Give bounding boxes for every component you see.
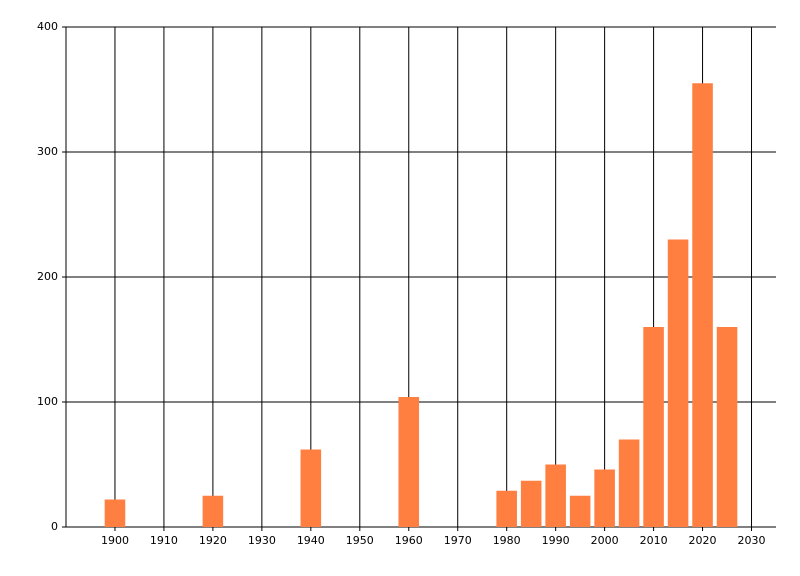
bar [594, 469, 615, 527]
x-tick-label: 1930 [248, 534, 276, 547]
bar [398, 397, 420, 527]
bar [692, 83, 713, 527]
x-tick-label: 1940 [297, 534, 325, 547]
x-tick-label: 1950 [346, 534, 374, 547]
y-tick-label: 100 [37, 395, 58, 408]
bar [667, 239, 689, 527]
x-tick-label: 2020 [689, 534, 717, 547]
bar [496, 490, 517, 527]
x-tick-label: 2000 [591, 534, 619, 547]
bar [643, 327, 664, 527]
bar [569, 495, 591, 527]
bar [104, 499, 126, 527]
bar [716, 327, 738, 527]
x-tick-label: 1980 [493, 534, 521, 547]
y-tick-label: 300 [37, 145, 58, 158]
x-tick-label: 1900 [101, 534, 129, 547]
x-tick-label: 1910 [150, 534, 178, 547]
bar [545, 464, 566, 527]
y-tick-label: 0 [51, 520, 58, 533]
x-tick-label: 1970 [444, 534, 472, 547]
x-tick-label: 2030 [738, 534, 766, 547]
x-tick-label: 1990 [542, 534, 570, 547]
bar [202, 495, 224, 527]
x-tick-label: 1960 [395, 534, 423, 547]
bar [520, 480, 542, 527]
bar [300, 449, 322, 527]
x-tick-label: 1920 [199, 534, 227, 547]
x-tick-label: 2010 [640, 534, 668, 547]
y-tick-label: 200 [37, 270, 58, 283]
y-tick-label: 400 [37, 20, 58, 33]
bar [618, 439, 640, 527]
